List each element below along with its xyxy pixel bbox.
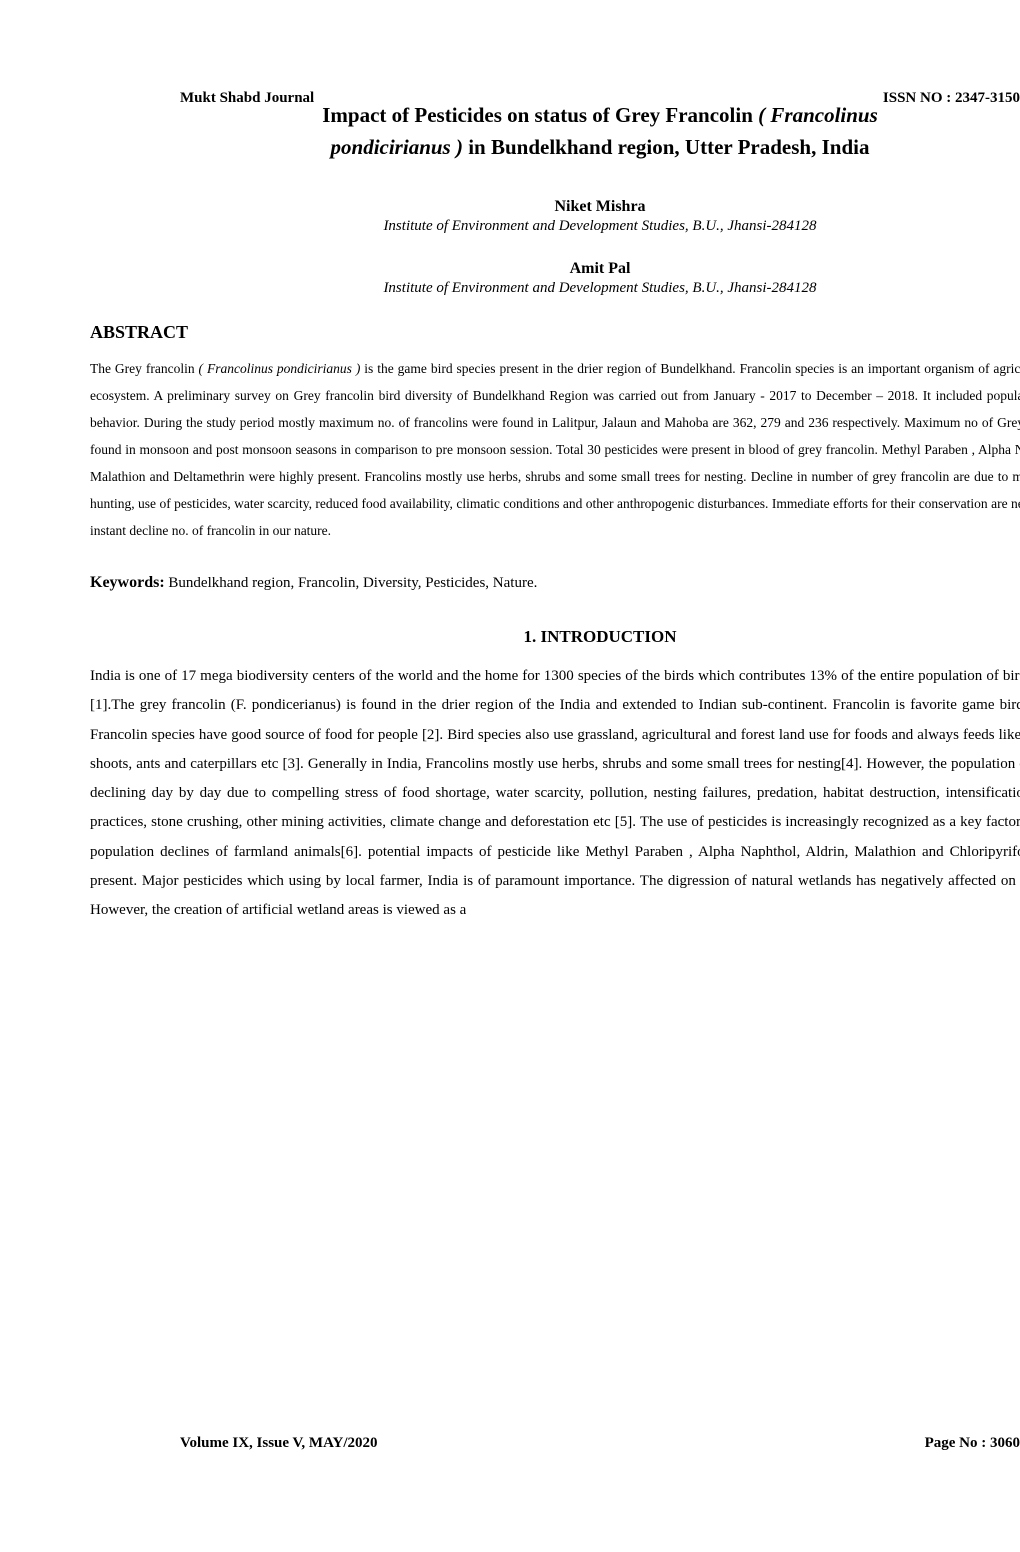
author-block-1: Niket Mishra Institute of Environment an… xyxy=(90,198,1020,235)
author-affiliation-1: Institute of Environment and Development… xyxy=(90,218,1020,235)
title-line2-italic: pondicirianus ) xyxy=(331,135,463,159)
author-block-2: Amit Pal Institute of Environment and De… xyxy=(90,260,1020,297)
abstract-heading: ABSTRACT xyxy=(90,322,1020,343)
author-name-1: Niket Mishra xyxy=(90,198,1020,216)
title-line1-italic: ( Francolinus xyxy=(758,103,878,127)
author-affiliation-2: Institute of Environment and Development… xyxy=(90,280,1020,297)
abstract-italic: ( Francolinus pondicirianus ) xyxy=(199,361,361,376)
author-name-2: Amit Pal xyxy=(90,260,1020,278)
footer-page-no: Page No : 3060 xyxy=(925,1435,1020,1452)
keywords-line: Keywords: Bundelkhand region, Francolin,… xyxy=(90,574,1020,592)
abstract-part1: The Grey francolin xyxy=(90,361,199,376)
footer-volume-issue: Volume IX, Issue V, MAY/2020 xyxy=(180,1435,378,1452)
introduction-body: India is one of 17 mega biodiversity cen… xyxy=(90,662,1020,925)
page-container: Mukt Shabd Journal ISSN NO : 2347-3150 I… xyxy=(90,50,1020,1492)
abstract-text: The Grey francolin ( Francolinus pondici… xyxy=(90,355,1020,544)
introduction-heading: 1. INTRODUCTION xyxy=(90,627,1020,647)
header-journal-name: Mukt Shabd Journal xyxy=(180,90,314,107)
keywords-text: Bundelkhand region, Francolin, Diversity… xyxy=(165,575,538,591)
title-line1-prefix: Impact of Pesticides on status of Grey F… xyxy=(322,103,758,127)
paper-title: Impact of Pesticides on status of Grey F… xyxy=(90,100,1020,163)
content-area: Impact of Pesticides on status of Grey F… xyxy=(90,50,1020,925)
abstract-part2: is the game bird species present in the … xyxy=(90,361,1020,538)
title-line2-suffix: in Bundelkhand region, Utter Pradesh, In… xyxy=(463,135,870,159)
header-issn: ISSN NO : 2347-3150 xyxy=(883,90,1020,107)
keywords-label: Keywords: xyxy=(90,574,165,591)
